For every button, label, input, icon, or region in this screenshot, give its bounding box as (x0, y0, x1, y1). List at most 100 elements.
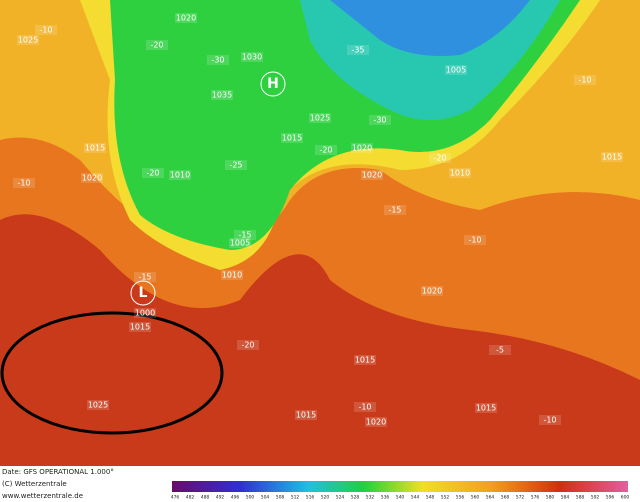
isobar-label: 1020 (362, 171, 382, 180)
temperature-label: -10 (578, 76, 591, 85)
temperature-label-box (464, 235, 486, 245)
scale-label: 476 (171, 495, 180, 501)
scale-label: 560 (471, 495, 480, 501)
temperature-label: -5 (496, 346, 504, 355)
scale-label: 576 (531, 495, 540, 501)
temperature-label-box (429, 153, 451, 163)
center-ring (130, 280, 156, 306)
scale-label: 548 (426, 495, 435, 501)
scale-label: 592 (591, 495, 600, 501)
temperature-label: -30 (211, 56, 224, 65)
isobar-label-box (169, 170, 191, 180)
scale-label: 508 (276, 495, 285, 501)
isobar-label: 1020 (422, 287, 442, 296)
temperature-label-box (489, 345, 511, 355)
isobar-label: 1020 (82, 174, 102, 183)
isobar-label: 1010 (222, 271, 242, 280)
scale-label: 584 (561, 495, 570, 501)
scale-label: 600 (621, 495, 630, 501)
temperature-label: -10 (358, 403, 371, 412)
isobar-label-box (601, 152, 623, 162)
temperature-label-box (142, 168, 164, 178)
scale-label: 524 (336, 495, 345, 501)
isobar-label: 1025 (18, 36, 38, 45)
isobar-label-box (351, 143, 373, 153)
scale-label: 500 (246, 495, 255, 501)
pressure-center: L (139, 285, 148, 301)
isobar-label: 1020 (176, 14, 196, 23)
isobar-label-box (229, 238, 251, 248)
isobar-label-box (241, 52, 263, 62)
isobar-label: 1020 (366, 418, 386, 427)
isobar-label-box (445, 65, 467, 75)
temperature-label-box (315, 145, 337, 155)
labels: 1025 1020 1030 1035 1025 1015 1020 1005 1015 1020… (2, 13, 629, 501)
isobar-label: 1035 (212, 91, 232, 100)
scale-label: 596 (606, 495, 615, 501)
isobar-label-box (81, 173, 103, 183)
isobar-label: 1025 (88, 401, 108, 410)
isobar-label: 1005 (230, 239, 250, 248)
isobar-label-box (475, 403, 497, 413)
temperature-label: -30 (373, 116, 386, 125)
center-ring (260, 71, 286, 97)
isobar-label-box (281, 133, 303, 143)
scale-label: 536 (381, 495, 390, 501)
scale-label: 532 (366, 495, 375, 501)
temperature-label: -15 (388, 206, 401, 215)
isobar-label-box (84, 143, 106, 153)
temperature-label: -20 (146, 169, 159, 178)
temperature-label-box (539, 415, 561, 425)
footer-text: (C) Wetterzentrale (2, 480, 67, 488)
isobar-label: 1015 (130, 323, 150, 332)
isobar-label: 1005 (446, 66, 466, 75)
temperature-label-box (225, 160, 247, 170)
temperature-label: -20 (150, 41, 163, 50)
isobar-label: 1025 (310, 114, 330, 123)
temperature-label-box (13, 178, 35, 188)
isobar-label: 1000 (135, 309, 155, 318)
scale-label: 488 (201, 495, 210, 501)
temperature-label-box (207, 55, 229, 65)
isobar-label-box (211, 90, 233, 100)
temperature-label-box (384, 205, 406, 215)
scale-label: 540 (396, 495, 405, 501)
temperature-label: -15 (138, 273, 151, 282)
isobar-label-box (87, 400, 109, 410)
isobar-label: 1010 (170, 171, 190, 180)
temperature-label-box (146, 40, 168, 50)
scale-label: 564 (486, 495, 495, 501)
isobar-label: 1030 (242, 53, 262, 62)
isobar-label-box (17, 35, 39, 45)
isobar-label: 1015 (602, 153, 622, 162)
scale-label: 492 (216, 495, 225, 501)
scale-label: 572 (516, 495, 525, 501)
isobar-label-box (295, 410, 317, 420)
scale-label: 482 (186, 495, 195, 501)
temperature-label-box (234, 230, 256, 240)
temperature-label: -10 (543, 416, 556, 425)
isobar-label: 1015 (476, 404, 496, 413)
scale-label: 568 (501, 495, 510, 501)
annotation-circle (0, 311, 224, 435)
isobar-label-box (134, 308, 156, 318)
pressure-center: H (267, 76, 279, 92)
isobar-label-box (129, 322, 151, 332)
scale-label: 516 (306, 495, 315, 501)
temperature-label: -20 (241, 341, 254, 350)
footer-text: Date: GFS OPERATIONAL 1.000° (2, 468, 114, 476)
temperature-label-box (354, 402, 376, 412)
scale-label: 552 (441, 495, 450, 501)
isobar-label-box (175, 13, 197, 23)
isobar-label-box (309, 113, 331, 123)
isobar-label: 1015 (355, 356, 375, 365)
temperature-label-box (237, 340, 259, 350)
temperature-label-box (369, 115, 391, 125)
isobar-label: 1015 (85, 144, 105, 153)
footer-text: www.wetterzentrale.de (2, 492, 83, 500)
coldest-band (330, 0, 530, 56)
isobar-label-box (421, 286, 443, 296)
temperature-label-box (574, 75, 596, 85)
temperature-label: -10 (468, 236, 481, 245)
